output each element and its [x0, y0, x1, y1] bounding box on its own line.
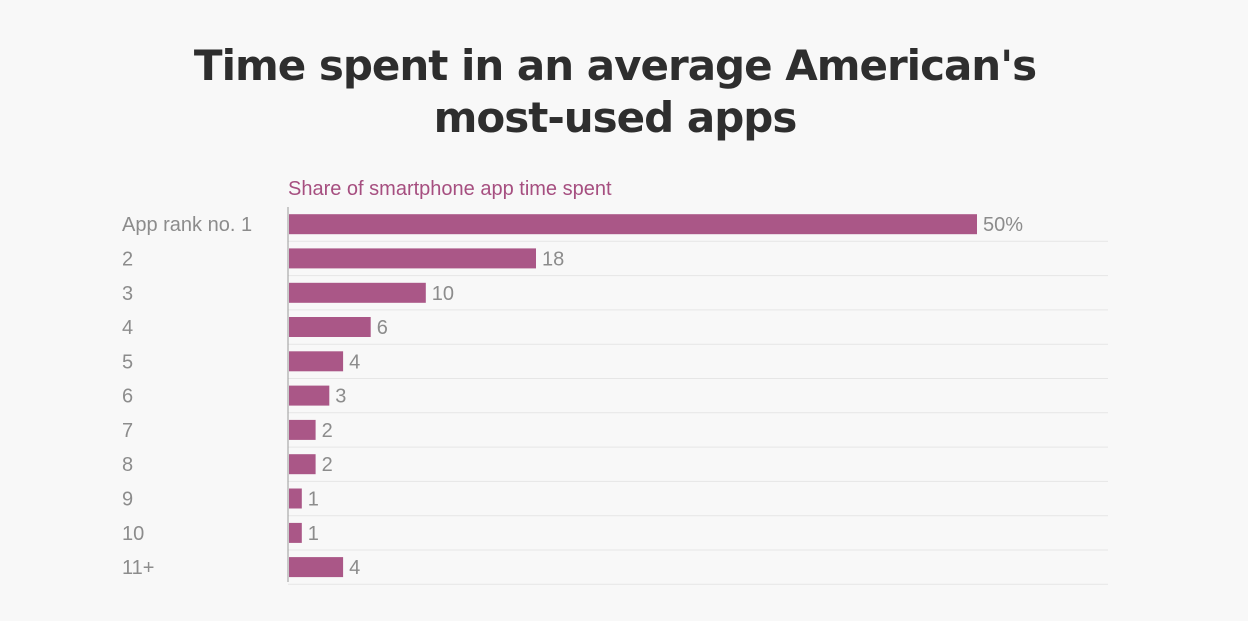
- bar-2: [289, 248, 536, 269]
- value-label: 10: [432, 283, 454, 305]
- bar-3: [289, 282, 426, 303]
- category-label: 2: [122, 248, 133, 270]
- category-label: 10: [122, 523, 144, 545]
- category-label: 3: [122, 283, 133, 305]
- bars: [289, 214, 977, 578]
- category-label: App rank no. 1: [122, 214, 252, 236]
- category-label: 8: [122, 454, 133, 476]
- gridlines: [288, 240, 1108, 585]
- category-label: 7: [122, 420, 133, 442]
- value-label: 1: [308, 523, 319, 545]
- category-label: 6: [122, 386, 133, 408]
- value-label: 6: [377, 317, 388, 339]
- value-label: 50%: [983, 214, 1023, 236]
- bar-6: [289, 385, 330, 406]
- category-label: 5: [122, 351, 133, 373]
- bar-10: [289, 522, 302, 543]
- bar-1: [289, 214, 977, 235]
- value-label: 1: [308, 489, 319, 511]
- category-labels: App rank no. 1 2 3 4 5 6 7 8 9 10 11+: [122, 214, 252, 579]
- bar-8: [289, 454, 316, 475]
- value-label: 2: [322, 420, 333, 442]
- value-label: 3: [335, 386, 346, 408]
- value-label: 4: [349, 351, 360, 373]
- bar-7: [289, 419, 316, 440]
- bar-5: [289, 351, 344, 372]
- bar-9: [289, 488, 302, 509]
- value-label: 18: [542, 248, 564, 270]
- chart-title: Time spent in an average American's most…: [193, 41, 1037, 142]
- category-label: 11+: [122, 557, 154, 579]
- category-label: 4: [122, 317, 133, 339]
- value-label: 2: [322, 454, 333, 476]
- bar-4: [289, 317, 371, 337]
- chart-subtitle: Share of smartphone app time spent: [288, 178, 612, 200]
- category-label: 9: [122, 489, 133, 511]
- bar-11: [289, 557, 344, 578]
- value-label: 4: [349, 557, 360, 579]
